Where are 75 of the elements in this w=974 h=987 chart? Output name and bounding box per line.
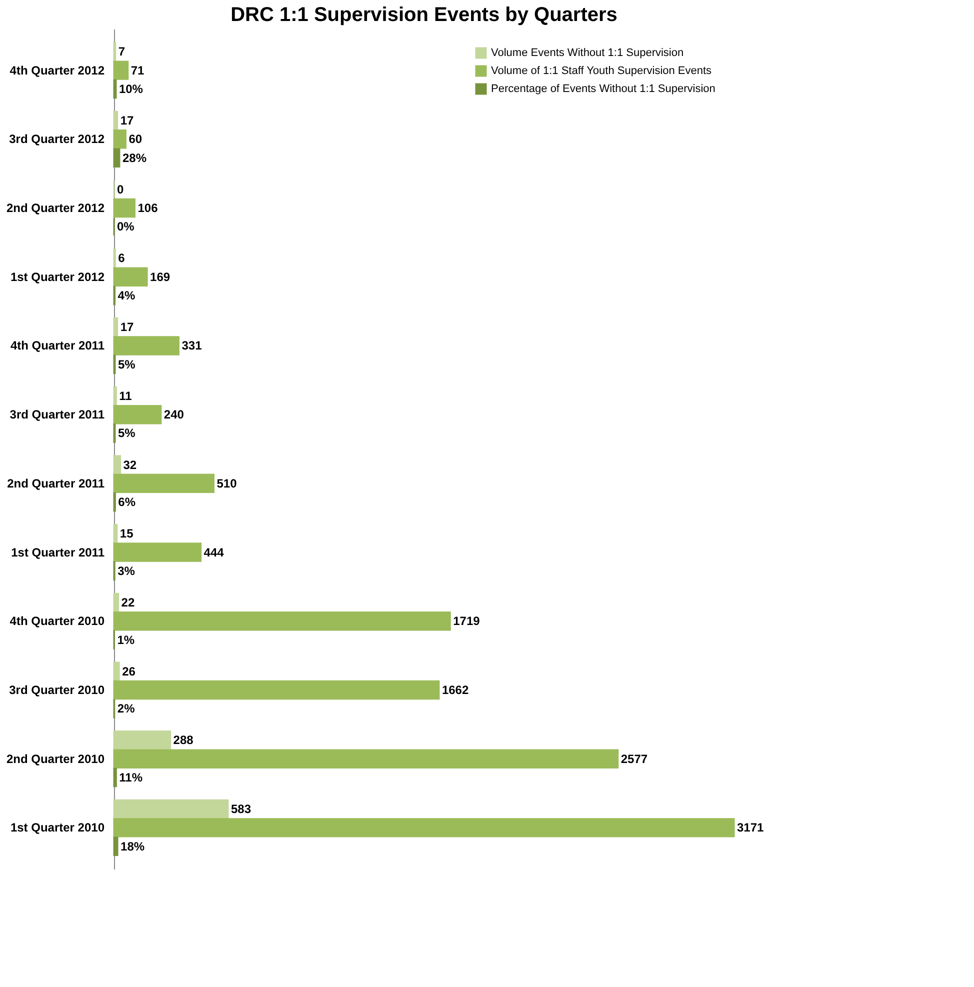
y-tick-label: 2nd Quarter 2011 (7, 476, 105, 490)
legend-label: Percentage of Events Without 1:1 Supervision (491, 83, 716, 95)
data-label: 17 (120, 320, 134, 334)
bar (113, 612, 451, 631)
y-tick-label: 3rd Quarter 2010 (9, 682, 105, 697)
y-tick-label: 3rd Quarter 2012 (9, 132, 105, 146)
y-tick-label: 4th Quarter 2011 (10, 338, 105, 353)
bar (113, 60, 129, 80)
legend-label: Volume Events Without 1:1 Supervision (491, 47, 684, 59)
data-label: 3% (118, 564, 136, 578)
y-tick-label: 1st Quarter 2012 (10, 270, 105, 284)
bar (113, 818, 735, 838)
data-label: 7 (118, 44, 126, 59)
y-tick-label: 2nd Quarter 2012 (6, 201, 105, 216)
data-label: 11% (119, 770, 143, 785)
bar (113, 592, 120, 612)
data-label: 71 (130, 63, 145, 78)
data-label: 1% (117, 632, 135, 647)
data-label: 6% (118, 495, 136, 510)
data-label: 2577 (620, 752, 648, 766)
bar (113, 404, 162, 424)
data-label: 510 (216, 476, 238, 490)
data-label: 17 (120, 113, 134, 128)
data-label: 331 (182, 338, 202, 353)
data-label: 11 (119, 388, 132, 403)
data-label: 3171 (737, 820, 764, 835)
data-label: 60 (128, 132, 142, 146)
data-label: 583 (230, 802, 252, 816)
y-tick-label: 1st Quarter 2011 (11, 545, 105, 560)
bar (113, 386, 117, 406)
y-tick-label: 3rd Quarter 2011 (10, 408, 105, 422)
bar (113, 130, 126, 149)
bar (113, 336, 180, 356)
bar (113, 768, 117, 788)
data-label: 26 (122, 664, 136, 678)
data-label: 1719 (453, 614, 480, 628)
y-tick-label: 1st Quarter 2010 (10, 820, 105, 835)
data-label: 5% (118, 357, 136, 372)
data-label: 15 (120, 526, 134, 541)
bar (113, 542, 202, 562)
y-tick-label: 2nd Quarter 2010 (6, 752, 105, 766)
bar (113, 730, 172, 750)
bar (113, 680, 440, 700)
data-label: 1662 (442, 682, 469, 697)
y-tick-label: 4th Quarter 2012 (10, 63, 105, 78)
chart-title: DRC 1:1 Supervision Events by Quarters (230, 4, 618, 26)
bar (113, 267, 148, 286)
bar (113, 455, 122, 474)
bar (113, 799, 229, 819)
y-tick-label: 4th Quarter 2010 (10, 614, 105, 628)
bar (113, 749, 619, 768)
data-label: 32 (123, 458, 137, 472)
data-label: 288 (173, 733, 194, 748)
data-label: 18% (120, 839, 145, 854)
data-label: 106 (138, 201, 158, 216)
data-label: 22 (121, 595, 135, 610)
data-label: 5% (118, 426, 136, 440)
data-label: 4% (118, 288, 136, 303)
bar (113, 836, 118, 856)
legend-label: Volume of 1:1 Staff Youth Supervision Events (491, 65, 712, 77)
bar (113, 110, 118, 130)
bar (113, 198, 136, 218)
data-label: 28% (122, 150, 147, 165)
data-label: 444 (204, 545, 224, 560)
bar (113, 148, 120, 168)
bar (113, 317, 118, 337)
data-label: 169 (150, 270, 170, 284)
data-label: 10% (118, 82, 144, 96)
data-label: 6 (118, 251, 126, 266)
bar (113, 474, 214, 494)
bar (113, 662, 120, 681)
data-label: 2% (117, 702, 136, 716)
data-label: 0% (117, 220, 135, 234)
data-label: 240 (164, 408, 184, 422)
data-label: 0 (117, 182, 124, 196)
